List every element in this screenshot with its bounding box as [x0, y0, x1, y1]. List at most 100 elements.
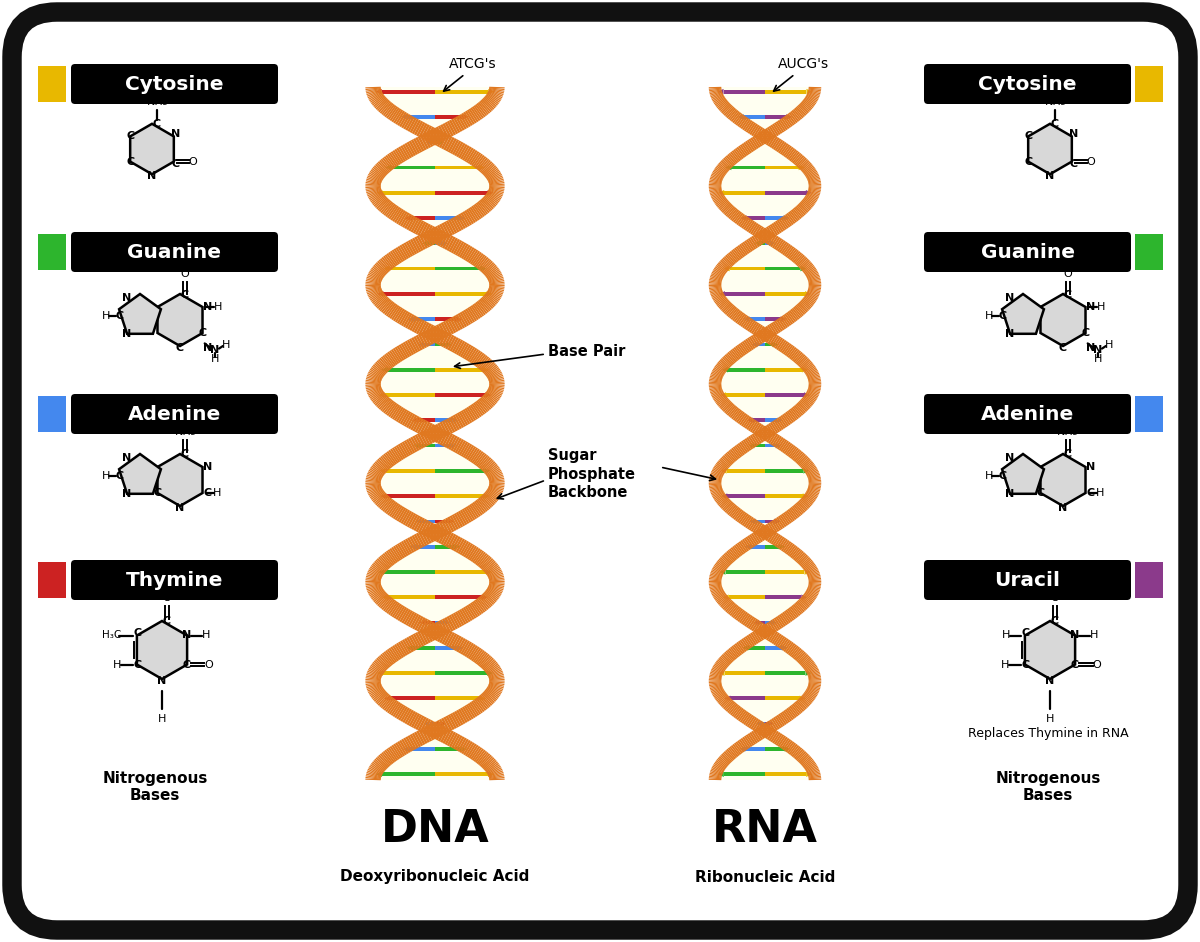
- FancyBboxPatch shape: [38, 66, 66, 102]
- Polygon shape: [420, 620, 426, 625]
- Polygon shape: [721, 494, 727, 499]
- Bar: [731, 696, 766, 700]
- Bar: [420, 444, 434, 447]
- Polygon shape: [412, 417, 418, 423]
- Text: N: N: [1006, 453, 1015, 463]
- Polygon shape: [715, 632, 815, 731]
- Text: Guanine: Guanine: [127, 242, 222, 262]
- Text: H: H: [1090, 630, 1098, 641]
- Polygon shape: [137, 621, 187, 679]
- Bar: [383, 191, 434, 195]
- Polygon shape: [743, 645, 749, 651]
- Bar: [383, 672, 436, 675]
- Polygon shape: [780, 317, 786, 322]
- Polygon shape: [715, 434, 815, 533]
- Polygon shape: [744, 317, 750, 322]
- FancyBboxPatch shape: [38, 562, 66, 598]
- Bar: [430, 722, 434, 725]
- Text: O: O: [181, 269, 190, 279]
- Polygon shape: [401, 114, 407, 120]
- Text: Nitrogenous
Bases: Nitrogenous Bases: [102, 771, 208, 804]
- Bar: [434, 393, 485, 397]
- Polygon shape: [404, 216, 410, 220]
- FancyBboxPatch shape: [1135, 234, 1163, 270]
- Polygon shape: [456, 317, 462, 322]
- Polygon shape: [756, 721, 762, 726]
- Bar: [766, 115, 786, 119]
- Text: C: C: [204, 488, 211, 498]
- Polygon shape: [454, 544, 460, 549]
- Polygon shape: [719, 291, 725, 297]
- Text: H: H: [212, 488, 221, 498]
- Polygon shape: [752, 620, 758, 625]
- Text: N: N: [1070, 630, 1079, 641]
- Polygon shape: [382, 594, 388, 600]
- Bar: [766, 393, 804, 397]
- Polygon shape: [486, 569, 492, 575]
- Polygon shape: [373, 632, 497, 731]
- Bar: [766, 216, 784, 219]
- Polygon shape: [745, 544, 751, 549]
- Bar: [766, 570, 804, 574]
- Text: H₃C: H₃C: [102, 630, 121, 641]
- Text: Cytosine: Cytosine: [125, 74, 223, 93]
- Bar: [766, 519, 774, 524]
- Text: H: H: [1096, 488, 1104, 498]
- Text: Ribonucleic Acid: Ribonucleic Acid: [695, 869, 835, 885]
- Polygon shape: [773, 342, 779, 348]
- Bar: [418, 418, 434, 422]
- Polygon shape: [482, 367, 488, 372]
- Polygon shape: [721, 468, 727, 474]
- Polygon shape: [804, 569, 810, 575]
- Text: C: C: [115, 471, 124, 481]
- Text: C: C: [1051, 119, 1060, 129]
- Text: C: C: [1086, 488, 1094, 498]
- Bar: [391, 166, 436, 170]
- Polygon shape: [481, 266, 487, 271]
- Text: N: N: [203, 302, 212, 312]
- Text: DNA: DNA: [380, 808, 490, 852]
- Polygon shape: [803, 494, 809, 499]
- Polygon shape: [485, 468, 491, 474]
- Text: O: O: [188, 156, 197, 167]
- Bar: [421, 519, 434, 524]
- Text: C: C: [1021, 659, 1030, 670]
- Polygon shape: [786, 114, 792, 120]
- Bar: [766, 747, 785, 751]
- Polygon shape: [1002, 294, 1044, 333]
- Polygon shape: [750, 519, 756, 524]
- Text: ATCG's: ATCG's: [449, 57, 497, 71]
- Polygon shape: [461, 746, 467, 752]
- Polygon shape: [479, 165, 485, 171]
- Polygon shape: [1025, 621, 1075, 679]
- Bar: [766, 292, 805, 296]
- Polygon shape: [715, 731, 815, 780]
- Polygon shape: [450, 443, 456, 448]
- Polygon shape: [119, 294, 161, 333]
- FancyBboxPatch shape: [12, 12, 1188, 930]
- FancyBboxPatch shape: [71, 394, 278, 434]
- FancyBboxPatch shape: [924, 232, 1132, 272]
- Polygon shape: [385, 165, 391, 171]
- Bar: [434, 166, 479, 170]
- Polygon shape: [119, 454, 161, 494]
- Polygon shape: [486, 291, 492, 297]
- Text: H: H: [1094, 354, 1103, 364]
- Text: NH₂: NH₂: [1044, 97, 1066, 106]
- Polygon shape: [805, 671, 811, 675]
- FancyBboxPatch shape: [38, 234, 66, 270]
- Bar: [766, 241, 769, 245]
- Bar: [432, 140, 434, 144]
- Text: Nitrogenous
Bases: Nitrogenous Bases: [995, 771, 1100, 804]
- Text: C: C: [181, 290, 190, 300]
- Text: H: H: [113, 659, 121, 670]
- Polygon shape: [774, 519, 780, 524]
- Text: Uracil: Uracil: [995, 571, 1061, 590]
- Text: C: C: [1064, 290, 1072, 300]
- Text: C: C: [115, 311, 124, 321]
- Bar: [725, 672, 766, 675]
- Polygon shape: [775, 443, 781, 448]
- Polygon shape: [805, 291, 811, 297]
- Text: C: C: [1021, 628, 1030, 639]
- Polygon shape: [446, 342, 452, 348]
